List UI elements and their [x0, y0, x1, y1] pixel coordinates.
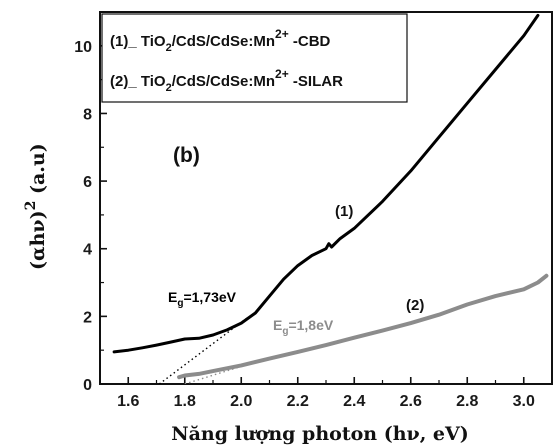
bandgap-annotation-1: Eg=1,73eV — [168, 289, 237, 309]
data-series — [112, 13, 549, 380]
x-axis-title: Năng lượng photon (hν, eV) — [171, 423, 469, 445]
x-tick-label: 2.6 — [400, 393, 422, 410]
y-tick-label: 0 — [83, 377, 92, 394]
y-tick-label: 2 — [83, 309, 92, 326]
x-tick-label: 2.2 — [287, 393, 309, 410]
legend-box — [101, 13, 408, 103]
x-tick-label: 2.4 — [343, 393, 365, 410]
panel-label: (b) — [173, 144, 200, 167]
series-2-label: (2) — [406, 297, 424, 314]
legend-entry-2: (2)_ TiO2/CdS/CdSe:Mn2+ -SILAR — [110, 67, 343, 94]
series-1-line — [112, 13, 540, 354]
legend: (1)_ TiO2/CdS/CdSe:Mn2+ -CBD (2)_ TiO2/C… — [101, 13, 408, 103]
y-tick-label: 6 — [83, 174, 92, 191]
x-tick-label: 1.6 — [117, 393, 139, 410]
y-tick-label: 4 — [83, 242, 92, 259]
y-tick-label: 10 — [74, 39, 92, 56]
x-tick-label: 1.8 — [174, 393, 196, 410]
series-2-line — [177, 273, 549, 380]
axis-ticks: 1.6 1.8 2.0 2.2 2.4 2.6 2.8 3.0 0 2 4 6 8 10 — [74, 39, 535, 410]
bandgap-annotation-2: Eg=1,8eV — [273, 317, 334, 337]
legend-entry-1: (1)_ TiO2/CdS/CdSe:Mn2+ -CBD — [110, 27, 331, 54]
y-axis-title: (αhν)2 (a.u) — [23, 143, 49, 270]
x-tick-label: 2.8 — [456, 393, 478, 410]
series-1-label: (1) — [335, 203, 353, 220]
x-tick-label: 2.0 — [230, 393, 252, 410]
y-tick-label: 8 — [83, 106, 92, 123]
x-tick-label: 3.0 — [513, 393, 535, 410]
fit-line-2 — [184, 361, 256, 384]
